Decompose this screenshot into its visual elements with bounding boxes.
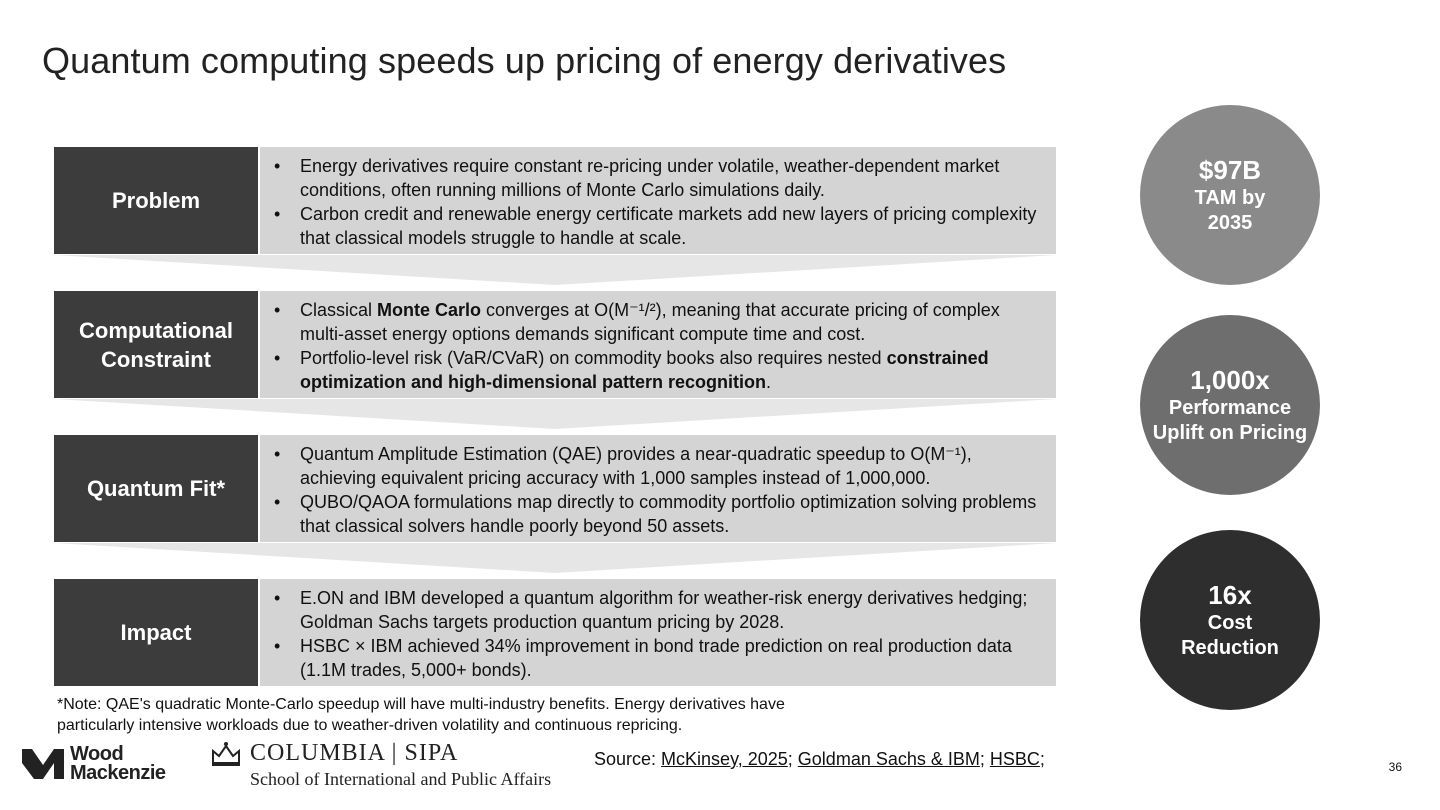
- bullet-text: .: [766, 372, 772, 392]
- row-3: Quantum Fit* Quantum Amplitude Estimation…: [54, 435, 1056, 542]
- bullet-text: Energy derivatives require constant re-p…: [300, 156, 1000, 200]
- stat-value: 1,000x: [1190, 365, 1270, 395]
- row-content: E.ON and IBM developed a quantum algorit…: [260, 579, 1056, 686]
- bullet-text: Quantum Amplitude Estimation (QAE) provi…: [300, 444, 972, 488]
- stat-circle: 16x Cost Reduction: [1140, 530, 1320, 710]
- row-label: Computational Constraint: [54, 291, 258, 398]
- stat-circle: 1,000x Performance Uplift on Pricing: [1140, 315, 1320, 495]
- bullet-item: Carbon credit and renewable energy certi…: [274, 202, 1044, 250]
- stat-circle: $97B TAM by 2035: [1140, 105, 1320, 285]
- bullet-item: E.ON and IBM developed a quantum algorit…: [274, 586, 1044, 634]
- page-number: 36: [1388, 760, 1402, 774]
- bullet-text: Portfolio-level risk (VaR/CVaR) on commo…: [300, 348, 887, 368]
- stat-caption: TAM by 2035: [1194, 187, 1266, 234]
- wood-mackenzie-line1: Wood: [70, 743, 124, 765]
- stat-value: $97B: [1198, 155, 1262, 185]
- stat-value: 16x: [1208, 580, 1252, 610]
- row-label: Impact: [54, 579, 258, 686]
- stat-caption: Cost Reduction: [1181, 612, 1279, 659]
- bullet-item: Quantum Amplitude Estimation (QAE) provi…: [274, 442, 1044, 490]
- chevron-connector: [54, 255, 1056, 285]
- wood-mackenzie-logo: Wood Mackenzie: [22, 743, 166, 784]
- row-content: Quantum Amplitude Estimation (QAE) provi…: [260, 435, 1056, 542]
- source-prefix: Source:: [594, 749, 662, 769]
- row-2: Computational Constraint Classical Monte …: [54, 291, 1056, 398]
- source-separator: ;: [787, 749, 798, 769]
- bullet-bold-text: constrained optimization and high-dimens…: [300, 348, 989, 392]
- bullet-text: Classical: [300, 300, 378, 320]
- bullet-text: HSBC × IBM achieved 34% improvement in b…: [300, 636, 1012, 680]
- columbia-name: COLUMBIA | SIPA: [250, 740, 459, 766]
- source-line: Source: McKinsey, 2025; Goldman Sachs & …: [594, 749, 1045, 770]
- slide-title: Quantum computing speeds up pricing of e…: [42, 40, 1007, 81]
- source-link[interactable]: Goldman Sachs & IBM: [797, 749, 980, 769]
- footnote: *Note: QAE's quadratic Monte-Carlo speed…: [57, 696, 785, 734]
- bullet-item: HSBC × IBM achieved 34% improvement in b…: [274, 634, 1044, 682]
- bullet-text: Carbon credit and renewable energy certi…: [300, 204, 1037, 248]
- columbia-sipa-logo: COLUMBIA | SIPA School of International …: [210, 740, 551, 790]
- columbia-subtitle: School of International and Public Affai…: [250, 769, 552, 789]
- row-label: Quantum Fit*: [54, 435, 258, 542]
- row-content: Energy derivatives require constant re-p…: [260, 147, 1056, 254]
- bullet-bold-text: Monte Carlo: [377, 300, 482, 320]
- bullet-text: converges at O(M⁻¹/²), meaning that accu…: [300, 300, 1000, 344]
- row-4: Impact E.ON and IBM developed a quantum a…: [54, 579, 1056, 686]
- wood-mackenzie-icon: [22, 749, 64, 779]
- chevron-connector: [54, 399, 1056, 429]
- bullet-item: Energy derivatives require constant re-p…: [274, 154, 1044, 202]
- wood-mackenzie-line2: Mackenzie: [70, 762, 166, 784]
- source-link[interactable]: HSBC: [989, 749, 1040, 769]
- bullet-item: Classical Monte Carlo converges at O(M⁻¹…: [274, 298, 1044, 346]
- crown-icon: [212, 741, 240, 766]
- stat-caption: Performance Uplift on Pricing: [1152, 397, 1308, 444]
- source-link[interactable]: McKinsey, 2025: [661, 749, 788, 769]
- source-separator: ;: [979, 749, 990, 769]
- row-label: Problem: [54, 147, 258, 254]
- bullet-text: QUBO/QAOA formulations map directly to c…: [300, 492, 1037, 536]
- bullet-text: E.ON and IBM developed a quantum algorit…: [300, 588, 1028, 632]
- chevron-connector: [54, 543, 1056, 573]
- row-1: Problem Energy derivatives require consta…: [54, 147, 1056, 254]
- row-content: Classical Monte Carlo converges at O(M⁻¹…: [260, 291, 1056, 398]
- bullet-item: Portfolio-level risk (VaR/CVaR) on commo…: [274, 346, 1044, 394]
- source-separator: ;: [1039, 749, 1045, 769]
- bullet-item: QUBO/QAOA formulations map directly to c…: [274, 490, 1044, 538]
